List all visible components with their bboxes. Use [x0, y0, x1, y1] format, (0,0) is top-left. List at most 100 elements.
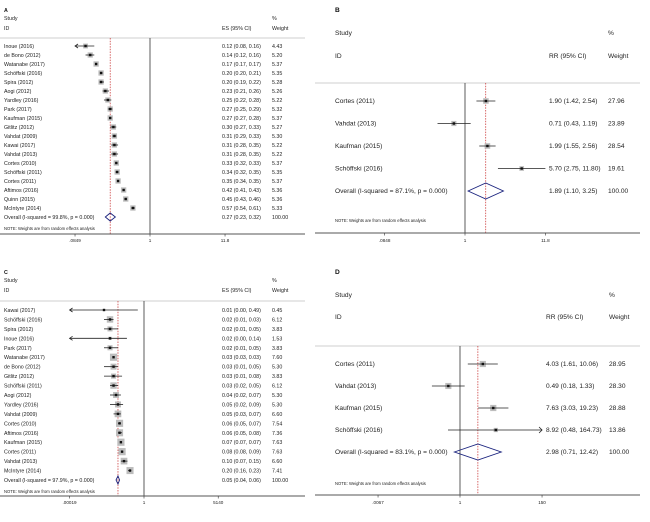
point-estimate: [131, 206, 135, 210]
weights-note: NOTE: Weights are from random effects an…: [4, 489, 95, 494]
study-row: Schöffski (2016) 0.02 (0.01, 0.03) 6.12: [4, 316, 282, 323]
study-label: Cortes (2011): [335, 361, 375, 368]
study-weight: 6.12: [272, 384, 282, 390]
overall-effect-size-ci: 0.27 (0.23, 0.32): [222, 215, 261, 221]
study-row: Aftimos (2016) 0.06 (0.05, 0.08) 7.36: [4, 429, 282, 437]
effect-size-ci: 0.35 (0.34, 0.35): [222, 179, 261, 185]
effect-size-ci: 0.45 (0.43, 0.46): [222, 197, 261, 203]
effect-size-ci: 0.03 (0.01, 0.05): [222, 365, 261, 371]
column-header-percent: %: [609, 292, 615, 299]
x-tick-label: 1: [464, 238, 467, 243]
x-tick-label: .00019: [63, 500, 77, 505]
study-label: Schöffski (2016): [335, 427, 383, 434]
panel-letter: D: [335, 269, 340, 276]
effect-size-ci: 4.03 (1.61, 10.06): [546, 361, 598, 368]
study-row: Schöffski (2011) 0.34 (0.32, 0.35) 5.35: [4, 169, 282, 176]
point-estimate: [89, 53, 92, 57]
point-estimate: [108, 346, 112, 349]
study-label: Spira (2012): [4, 327, 33, 333]
study-row: de Bono (2012) 0.14 (0.12, 0.16) 5.20: [4, 52, 282, 59]
overall-diamond: [104, 212, 117, 222]
point-estimate: [113, 143, 116, 147]
point-estimate: [481, 362, 485, 366]
study-label: Vahdat (2013): [335, 121, 376, 128]
point-estimate: [122, 188, 125, 192]
x-tick-label: 11.8: [221, 238, 230, 243]
study-row: Schöffski (2016) 0.20 (0.20, 0.21) 5.35: [4, 70, 282, 77]
effect-size-ci: 0.03 (0.02, 0.05): [222, 384, 261, 390]
study-weight: 5.37: [272, 179, 282, 185]
effect-size-ci: 7.63 (3.03, 19.23): [546, 405, 598, 412]
effect-size-ci: 0.25 (0.22, 0.28): [222, 98, 261, 104]
weights-note: NOTE: Weights are from random effects an…: [335, 481, 426, 486]
effect-size-ci: 1.99 (1.55, 2.56): [549, 143, 597, 150]
study-weight: 13.86: [609, 427, 626, 434]
study-label: Cortes (2011): [335, 98, 375, 105]
point-estimate: [108, 107, 112, 111]
point-estimate: [452, 122, 456, 125]
study-weight: 4.43: [272, 44, 282, 50]
study-row: Vahdat (2009) 0.31 (0.29, 0.33) 5.30: [4, 133, 282, 140]
point-estimate: [119, 441, 123, 444]
study-label: Gitlitz (2012): [4, 125, 34, 131]
effect-size-ci: 0.10 (0.07, 0.15): [222, 459, 261, 465]
effect-size-ci: 0.31 (0.29, 0.33): [222, 134, 261, 140]
study-row: Gitlitz (2012) 0.30 (0.27, 0.33) 5.27: [4, 124, 282, 131]
effect-size-ci: 0.02 (0.01, 0.05): [222, 346, 261, 352]
study-row: McIntyre (2014) 0.57 (0.54, 0.61) 5.33: [4, 205, 282, 212]
study-label: Kaufman (2015): [4, 440, 42, 446]
point-estimate: [520, 167, 523, 170]
study-weight: 5.37: [272, 161, 282, 167]
study-weight: 1.53: [272, 336, 282, 342]
column-header-study: Study: [4, 278, 18, 284]
effect-size-ci: 0.03 (0.03, 0.03): [222, 355, 261, 361]
point-estimate: [102, 308, 106, 312]
study-row: Cortes (2011) 1.90 (1.42, 2.54) 27.96: [335, 98, 625, 105]
study-row: Cortes (2010) 0.33 (0.32, 0.33) 5.37: [4, 160, 282, 167]
overall-row: Overall (I-squared = 99.8%, p = 0.000) 0.…: [4, 212, 288, 222]
x-tick-label: .0848: [379, 238, 391, 243]
point-estimate: [104, 89, 107, 93]
study-weight: 7.41: [272, 469, 282, 475]
study-row: Schöffski (2011) 0.03 (0.02, 0.05) 6.12: [4, 382, 282, 390]
column-header-percent: %: [608, 30, 614, 37]
study-label: Schöffski (2016): [4, 71, 42, 77]
study-row: Quinn (2015) 0.45 (0.43, 0.46) 5.36: [4, 196, 282, 203]
study-row: Kaufman (2015) 0.27 (0.27, 0.28) 5.37: [4, 115, 282, 122]
column-header-weight: Weight: [609, 314, 630, 321]
effect-size-ci: 0.06 (0.05, 0.07): [222, 421, 261, 427]
study-row: Cortes (2011) 0.08 (0.08, 0.09) 7.63: [4, 448, 282, 456]
study-weight: 5.36: [272, 188, 282, 194]
study-label: Schöffski (2011): [4, 384, 42, 390]
study-weight: 5.27: [272, 125, 282, 131]
effect-size-ci: 0.20 (0.16, 0.23): [222, 469, 261, 475]
study-label: Schöffski (2016): [4, 317, 42, 323]
x-tick-label: .0849: [69, 238, 81, 243]
x-tick-label: 5140: [213, 500, 224, 505]
study-label: Kawai (2017): [4, 143, 35, 149]
column-header-study: Study: [335, 292, 353, 299]
point-estimate: [494, 428, 498, 432]
study-weight: 5.22: [272, 152, 282, 158]
study-weight: 5.30: [272, 393, 282, 399]
study-label: Kaufman (2015): [335, 405, 382, 412]
study-weight: 5.26: [272, 89, 282, 95]
study-row: Vahdat (2013) 0.49 (0.18, 1.33) 28.30: [335, 382, 626, 390]
column-header-percent: %: [272, 278, 277, 284]
effect-size-ci: 0.27 (0.25, 0.29): [222, 107, 261, 113]
ci-arrow-left-icon: [68, 336, 73, 341]
study-weight: 28.95: [609, 361, 626, 368]
study-weight: 7.36: [272, 431, 282, 437]
study-label: Spira (2012): [4, 80, 33, 86]
column-header-id: ID: [335, 53, 342, 60]
study-row: Kaufman (2015) 7.63 (3.03, 19.23) 28.88: [335, 404, 626, 412]
point-estimate: [116, 179, 120, 183]
point-estimate: [113, 134, 116, 138]
study-label: Vahdat (2013): [4, 152, 37, 158]
effect-size-ci: 0.23 (0.21, 0.26): [222, 89, 261, 95]
study-weight: 5.35: [272, 71, 282, 77]
study-label: Yardley (2016): [4, 402, 39, 408]
study-row: McIntyre (2014) 0.20 (0.16, 0.23) 7.41: [4, 467, 282, 475]
study-row: Spira (2012) 0.02 (0.01, 0.05) 3.83: [4, 326, 282, 333]
effect-size-ci: 0.01 (0.00, 0.49): [222, 308, 261, 314]
